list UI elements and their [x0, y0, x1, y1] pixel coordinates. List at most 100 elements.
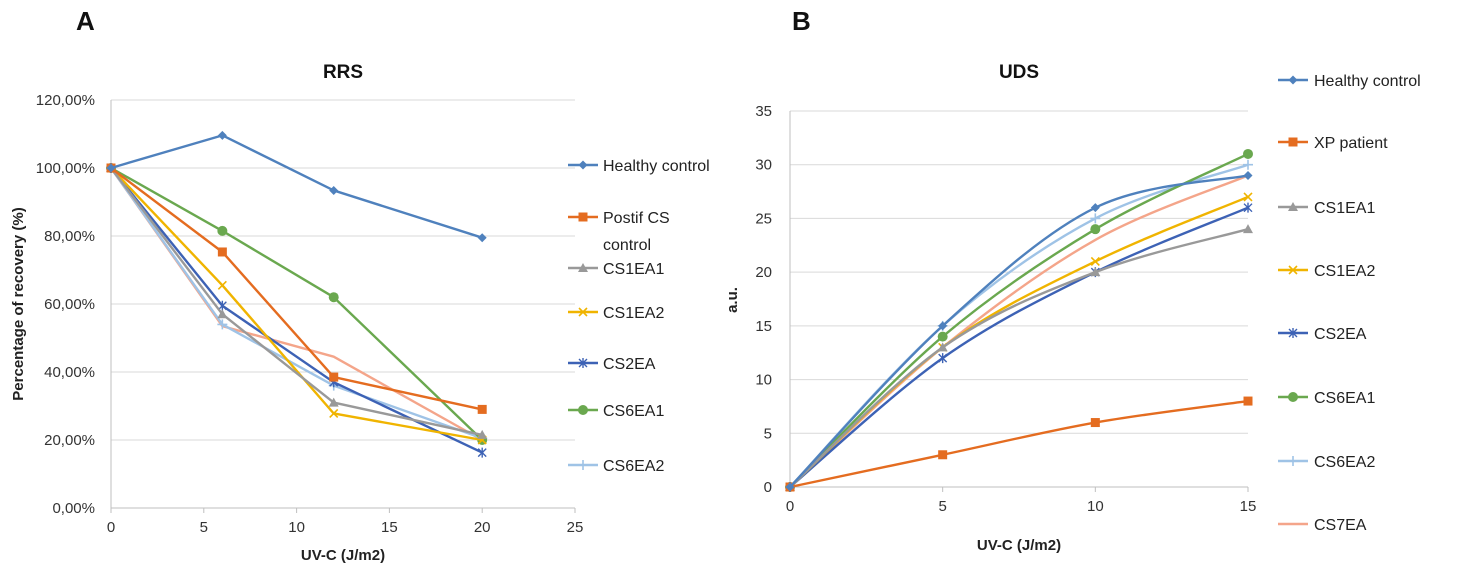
x-tick-label: 5 — [200, 519, 208, 536]
data-point — [1090, 224, 1101, 235]
legend-item: CS6EA2 — [1278, 454, 1375, 471]
data-point — [937, 342, 948, 352]
y-axis-title: Percentage of recovery (%) — [10, 207, 27, 400]
data-point — [1090, 203, 1100, 213]
data-point — [1090, 256, 1100, 266]
data-point — [1243, 159, 1253, 170]
legend-label: CS6EA2 — [603, 458, 664, 475]
data-point — [1243, 396, 1253, 406]
data-point — [1243, 170, 1253, 180]
x-tick-label: 0 — [786, 498, 794, 515]
legend-item: CS1EA1 — [568, 261, 664, 278]
legend-item: CS7EA — [1278, 517, 1367, 534]
x-tick-label: 15 — [1240, 498, 1257, 515]
y-tick-label: 15 — [755, 318, 772, 335]
legend-item: CS2EA — [568, 356, 656, 373]
series-line — [788, 174, 1250, 489]
series-line — [788, 227, 1250, 489]
data-point — [1090, 267, 1101, 277]
legend-item: CS1EA2 — [1278, 263, 1375, 280]
data-point — [1090, 213, 1101, 224]
legend-item: CS1EA2 — [568, 305, 664, 322]
legend-swatch-marker — [1288, 265, 1298, 275]
legend-label: CS2EA — [603, 356, 656, 373]
legend-label: CS1EA1 — [603, 261, 664, 278]
data-point — [938, 353, 948, 364]
legend-label: Postif CS — [603, 210, 670, 227]
series-line — [109, 166, 484, 411]
data-point — [938, 321, 948, 331]
legend-label: control — [603, 237, 651, 254]
x-tick-label: 25 — [567, 519, 584, 536]
data-point — [217, 280, 227, 290]
legend-swatch-marker — [578, 460, 588, 470]
data-point — [217, 225, 228, 236]
legend-swatch-marker — [578, 405, 588, 415]
data-point — [329, 372, 339, 382]
x-axis-title: UV-C (J/m2) — [301, 547, 385, 564]
y-tick-label: 80,00% — [44, 228, 95, 245]
data-point — [1243, 202, 1253, 213]
chart-rrs: 0,00% 20,00% 40,00% 60,00% 80,00% 100,00% 120,… — [10, 62, 710, 564]
legend-label: CS1EA1 — [1314, 200, 1375, 217]
legend-swatch-marker — [578, 160, 588, 170]
x-tick-label: 10 — [1087, 498, 1104, 515]
data-point — [329, 408, 339, 419]
y-tick-label: 35 — [755, 103, 772, 120]
data-point — [328, 397, 339, 407]
data-point — [477, 447, 487, 458]
series-line — [109, 166, 484, 454]
legend-label: Healthy control — [1314, 73, 1421, 90]
chart-title: UDS — [999, 62, 1039, 83]
legend-label: XP patient — [1314, 135, 1388, 152]
y-tick-label: 0 — [764, 479, 772, 496]
series-line — [788, 399, 1250, 489]
legend-swatch-marker — [578, 358, 588, 368]
x-tick-label: 5 — [938, 498, 946, 515]
legend-item: Healthy control — [1278, 73, 1421, 90]
y-tick-label: 10 — [755, 372, 772, 389]
data-point — [217, 130, 227, 140]
legend-item: Postif CS control — [568, 210, 670, 254]
legend-swatch-marker — [578, 263, 588, 272]
x-tick-label: 15 — [381, 519, 398, 536]
series-line — [109, 166, 484, 442]
data-point — [328, 292, 339, 303]
data-point — [1243, 224, 1253, 234]
series-line — [109, 166, 484, 437]
x-tick-label: 0 — [107, 519, 115, 536]
legend-label: CS6EA2 — [1314, 454, 1375, 471]
x-axis-title: UV-C (J/m2) — [977, 537, 1061, 554]
data-point — [477, 233, 487, 243]
series-line — [788, 195, 1250, 489]
chart-title: RRS — [323, 62, 363, 83]
data-point — [217, 247, 227, 257]
series-line — [788, 174, 1250, 489]
y-tick-label: 40,00% — [44, 364, 95, 381]
y-tick-label: 60,00% — [44, 296, 95, 313]
legend-swatch-marker — [578, 307, 588, 317]
data-point — [938, 450, 948, 460]
legend-label: Healthy control — [603, 158, 710, 175]
y-tick-label: 0,00% — [52, 500, 95, 517]
y-tick-label: 25 — [755, 210, 772, 227]
series-line — [788, 206, 1250, 489]
data-point — [217, 319, 228, 330]
series-line — [109, 134, 484, 239]
data-point — [217, 309, 228, 319]
legend-swatch-marker — [1288, 75, 1298, 85]
series-line — [788, 152, 1250, 489]
x-tick-label: 10 — [288, 519, 305, 536]
data-point — [937, 331, 948, 342]
series-line — [109, 166, 484, 440]
data-point — [106, 163, 116, 173]
data-point — [477, 404, 487, 414]
legend-swatch-marker — [1288, 392, 1298, 402]
legend-label: CS7EA — [1314, 517, 1367, 534]
chart-uds: 0 5 10 15 20 25 30 35 0 5 10 15 UDS UV-C (J/m2) a.u. He… — [724, 62, 1421, 554]
data-point — [1243, 148, 1253, 159]
panel-label-b: B — [792, 6, 811, 36]
legend-label: CS6EA1 — [603, 403, 664, 420]
data-point — [217, 300, 227, 311]
data-point — [477, 429, 488, 439]
